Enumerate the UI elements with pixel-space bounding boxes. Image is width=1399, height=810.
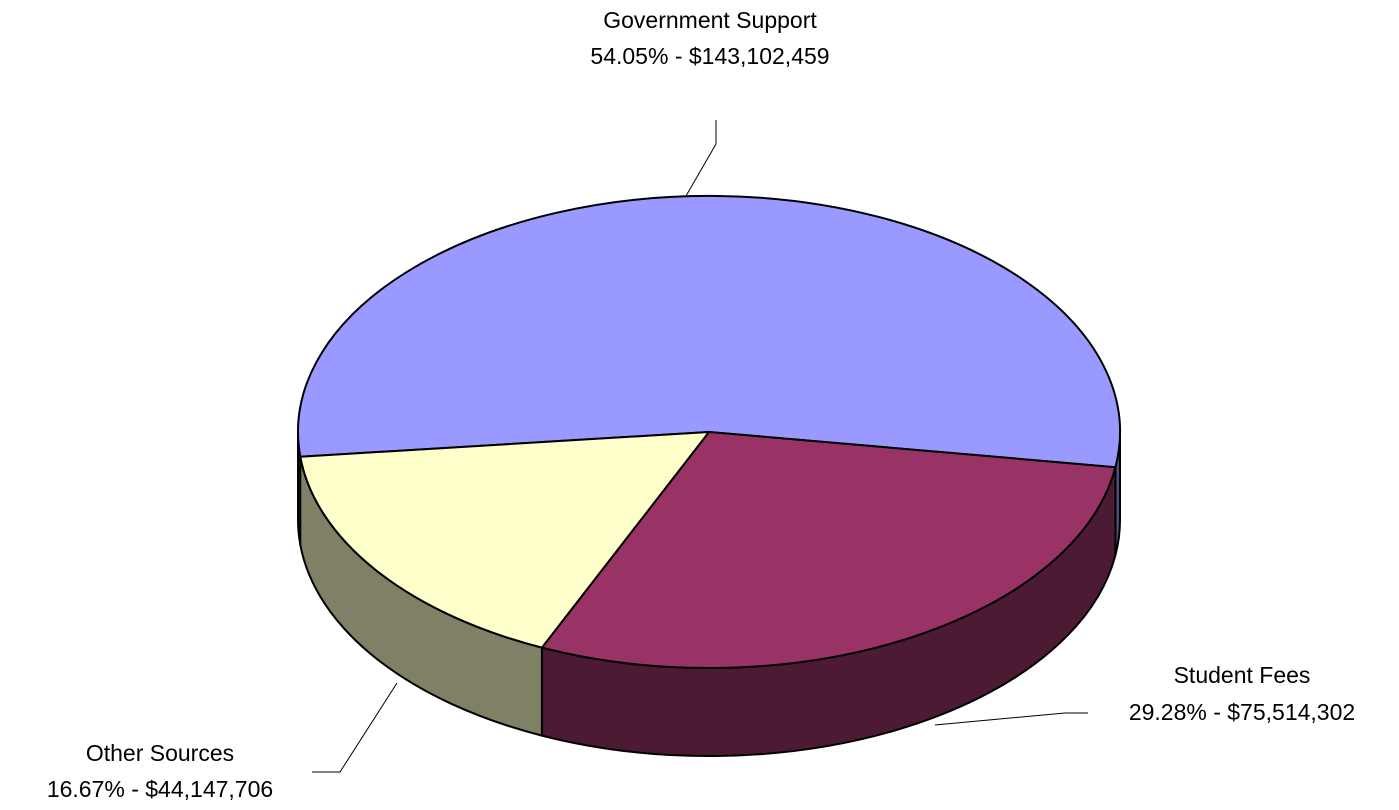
leader-government-support: [685, 120, 717, 197]
leader-student-fees: [934, 712, 1088, 726]
slice-value-label: 16.67% - $44,147,706: [47, 776, 273, 802]
slice-label: Student Fees: [1174, 662, 1311, 688]
pie-slice-other-sources: [299, 431, 710, 649]
slice-value-label: 29.28% - $75,514,302: [1129, 699, 1355, 725]
label-leaders: [312, 120, 1088, 773]
pie-tops: [297, 194, 1121, 669]
pie-slice-student-fees: [540, 431, 1117, 669]
slice-label: Other Sources: [86, 740, 234, 766]
leader-other-sources: [312, 682, 398, 773]
pie-slice-government-support: [297, 194, 1121, 469]
slice-value-label: 54.05% - $143,102,459: [590, 43, 829, 69]
label-other-sources: Other Sources 16.67% - $44,147,706: [47, 740, 273, 802]
label-student-fees: Student Fees 29.28% - $75,514,302: [1129, 662, 1355, 725]
slice-label: Government Support: [603, 7, 817, 33]
label-government-support: Government Support 54.05% - $143,102,459: [590, 7, 829, 69]
